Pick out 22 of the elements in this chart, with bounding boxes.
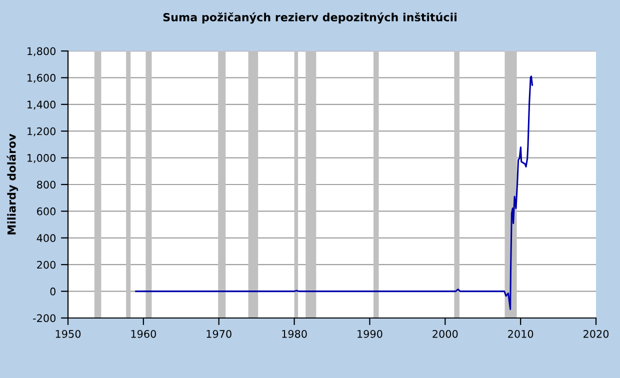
x-tick-label: 2010 xyxy=(508,330,534,338)
x-tick-label: 1990 xyxy=(358,330,382,338)
y-tick-label: 1,000 xyxy=(28,154,56,163)
y-tick-label: 0 xyxy=(50,288,56,296)
x-tick-label: 2020 xyxy=(584,330,609,338)
x-tick-label: 1950 xyxy=(56,330,81,338)
y-tick-label: 1,400 xyxy=(28,100,56,110)
x-tick-label: 1980 xyxy=(282,330,307,338)
y-tick-label: 400 xyxy=(36,234,56,242)
y-tick-label: -200 xyxy=(33,314,56,322)
x-tick-label: 1970 xyxy=(206,330,232,338)
chart-title: Suma požičaných rezierv depozitných inštitúcii xyxy=(163,12,456,24)
line-series xyxy=(135,76,534,310)
y-tick-label: 800 xyxy=(37,180,56,189)
x-tick-label: 1960 xyxy=(131,330,156,338)
y-tick-label: 1,800 xyxy=(28,47,56,56)
x-tick-label: 2000 xyxy=(432,330,458,338)
y-tick-label: 1,200 xyxy=(28,127,56,136)
y-tick-label: 1,600 xyxy=(28,74,56,83)
y-tick-label: 600 xyxy=(37,207,56,216)
y-tick-label: 200 xyxy=(37,260,56,269)
y-axis-title: Miliardy dolárov xyxy=(6,134,18,234)
